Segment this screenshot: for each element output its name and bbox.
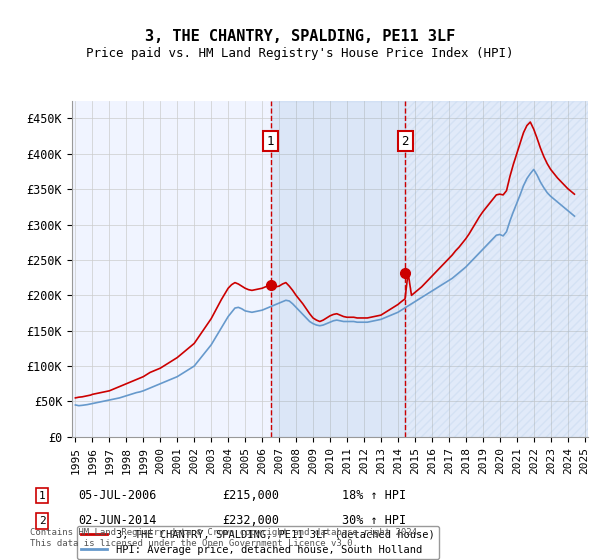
Bar [405,101,588,437]
Text: 02-JUN-2014: 02-JUN-2014 [78,514,157,528]
Text: Contains HM Land Registry data © Crown copyright and database right 2024.
This d: Contains HM Land Registry data © Crown c… [30,528,422,548]
Bar [271,101,405,437]
Text: 2: 2 [401,134,409,148]
Text: 1: 1 [267,134,274,148]
Text: 1: 1 [38,491,46,501]
Text: Price paid vs. HM Land Registry's House Price Index (HPI): Price paid vs. HM Land Registry's House … [86,46,514,60]
Text: 05-JUL-2006: 05-JUL-2006 [78,489,157,502]
Text: 2: 2 [38,516,46,526]
Legend: 3, THE CHANTRY, SPALDING, PE11 3LF (detached house), HPI: Average price, detache: 3, THE CHANTRY, SPALDING, PE11 3LF (deta… [77,526,439,559]
Text: £215,000: £215,000 [222,489,279,502]
Text: 18% ↑ HPI: 18% ↑ HPI [342,489,406,502]
Text: 3, THE CHANTRY, SPALDING, PE11 3LF: 3, THE CHANTRY, SPALDING, PE11 3LF [145,29,455,44]
Text: £232,000: £232,000 [222,514,279,528]
Text: 30% ↑ HPI: 30% ↑ HPI [342,514,406,528]
